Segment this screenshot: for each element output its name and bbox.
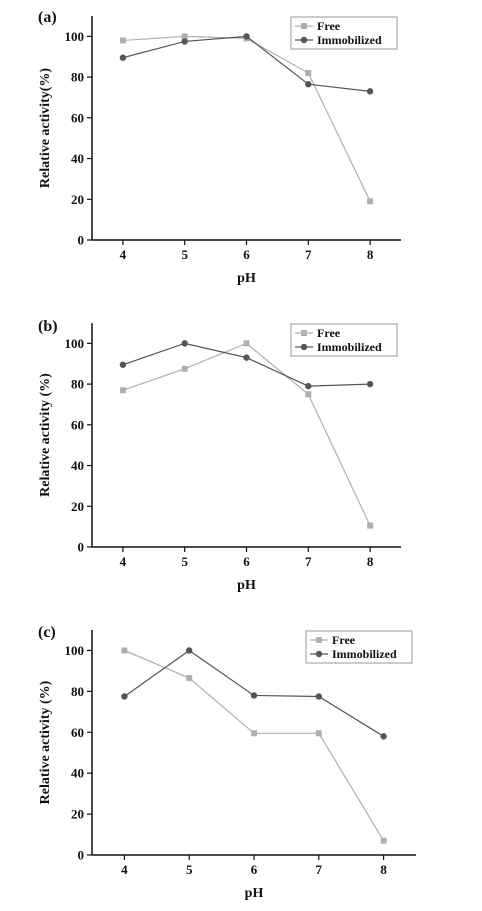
x-tick-label: 5 [181, 554, 188, 569]
data-point-immobilized [250, 692, 258, 699]
legend-box [305, 630, 413, 664]
y-tick-label: 60 [71, 110, 84, 125]
y-tick-label: 0 [78, 848, 85, 863]
y-tick-label: 40 [71, 766, 84, 781]
x-axis-title: pH [237, 578, 256, 593]
y-tick-label: 40 [71, 151, 84, 166]
data-point-free [305, 70, 312, 77]
data-point-immobilized [243, 33, 250, 40]
x-tick-label: 5 [186, 862, 193, 877]
y-tick-label: 100 [65, 643, 85, 658]
legend-square-marker [316, 637, 322, 643]
y-tick-label: 40 [71, 458, 84, 473]
legend-label: Free [317, 326, 341, 340]
y-tick-label: 100 [65, 336, 85, 351]
x-tick-label: 6 [243, 554, 250, 569]
data-point-free [181, 33, 188, 40]
chart-panel-3: (c) 0 20 40 60 80 100 4 5 6 7 8 pH Relative activity … [38, 624, 416, 901]
x-axis-title: pH [245, 886, 264, 901]
data-point-free [186, 675, 193, 682]
data-point-immobilized [315, 693, 322, 700]
legend-label: Free [332, 633, 356, 647]
legend-label: Immobilized [332, 647, 397, 661]
legend-square-marker [301, 23, 307, 29]
legend-box [290, 323, 398, 357]
x-tick-label: 8 [380, 862, 387, 877]
data-point-free [305, 391, 312, 398]
y-tick-label: 80 [71, 377, 84, 392]
data-point-immobilized [243, 354, 250, 361]
data-point-free [181, 365, 188, 372]
y-tick-label: 20 [71, 499, 84, 514]
series-line-free [124, 649, 385, 841]
data-point-immobilized [305, 382, 312, 390]
y-tick-label: 20 [71, 192, 84, 207]
data-point-free [243, 340, 250, 347]
data-point-immobilized [186, 647, 193, 654]
x-tick-label: 8 [367, 554, 374, 569]
data-point-immobilized [181, 340, 188, 347]
series-line-free [122, 342, 371, 526]
x-axis-title: pH [237, 271, 256, 286]
x-tick-label: 4 [120, 247, 127, 262]
data-point-immobilized [121, 693, 128, 700]
y-tick-label: 0 [78, 540, 85, 555]
chart-panel-2: (b) 0 20 40 60 80 100 4 5 6 7 8 pH Relative activity … [38, 318, 401, 593]
data-point-free [367, 198, 374, 205]
legend-square-marker [301, 330, 307, 336]
x-tick-label: 7 [305, 554, 312, 569]
y-axis-title: Relative activity (%) [38, 680, 53, 804]
data-point-immobilized [305, 81, 312, 88]
y-tick-label: 100 [65, 29, 85, 44]
data-point-free [251, 730, 257, 737]
legend-circle-marker [300, 36, 308, 44]
panel-label: (a) [38, 9, 57, 26]
chart-panel-1: (a) 0 20 40 60 80 100 4 5 6 7 8 pH Relative activity(… [38, 9, 401, 286]
data-point-immobilized [119, 361, 127, 368]
data-point-free [119, 37, 126, 44]
x-tick-label: 6 [243, 247, 250, 262]
panel-label: (c) [38, 624, 56, 641]
x-tick-label: 6 [251, 862, 258, 877]
data-point-immobilized [380, 733, 387, 740]
x-tick-label: 8 [367, 247, 374, 262]
legend-circle-marker [300, 343, 308, 351]
y-tick-label: 0 [78, 233, 85, 248]
x-tick-label: 7 [305, 247, 312, 262]
data-point-free [315, 730, 322, 737]
y-axis-title: Relative activity(%) [38, 68, 53, 188]
data-point-free [121, 647, 128, 654]
data-point-free [367, 522, 374, 529]
panel-label: (b) [38, 318, 58, 335]
x-tick-label: 5 [181, 247, 188, 262]
data-point-immobilized [119, 54, 127, 61]
legend-label: Immobilized [317, 33, 382, 47]
legend-circle-marker [315, 650, 323, 658]
data-point-free [380, 837, 387, 844]
data-point-immobilized [181, 38, 188, 45]
legend-label: Immobilized [317, 340, 382, 354]
y-tick-label: 60 [71, 725, 84, 740]
y-axis-title: Relative activity (%) [38, 373, 53, 497]
x-tick-label: 7 [316, 862, 323, 877]
series-line-free [122, 35, 371, 202]
legend-box [290, 16, 398, 50]
y-tick-label: 80 [71, 70, 84, 85]
data-point-free [119, 387, 126, 394]
x-tick-label: 4 [121, 862, 128, 877]
x-tick-label: 4 [120, 554, 127, 569]
y-tick-label: 60 [71, 417, 84, 432]
data-point-immobilized [366, 88, 374, 95]
y-tick-label: 80 [71, 684, 84, 699]
legend-label: Free [317, 19, 341, 33]
y-tick-label: 20 [71, 807, 84, 822]
data-point-immobilized [366, 380, 374, 388]
